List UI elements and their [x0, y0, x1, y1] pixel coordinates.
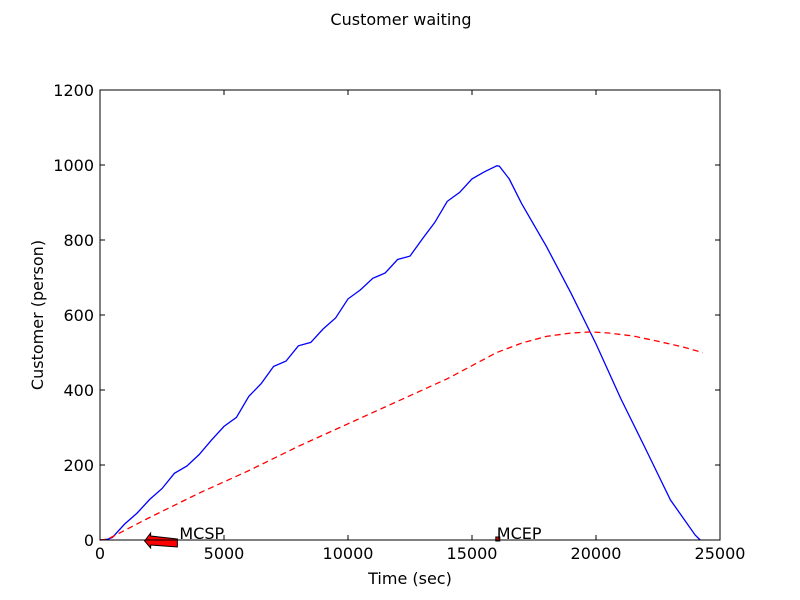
- x-tick-label: 10000: [323, 544, 374, 563]
- y-tick-label: 0: [84, 531, 94, 550]
- plot-frame: [99, 89, 721, 541]
- x-axis-label: Time (sec): [367, 569, 452, 588]
- x-tick-label: 20000: [571, 544, 622, 563]
- x-tick-label: 0: [95, 544, 105, 563]
- annotation-marker: [495, 536, 501, 542]
- y-tick-label: 200: [63, 456, 94, 475]
- chart-title: Customer waiting: [330, 10, 471, 29]
- series-line-dashed: [99, 331, 703, 541]
- annotation-label: MCEP: [497, 524, 542, 543]
- y-tick-label: 800: [63, 231, 94, 250]
- x-tick-label: 25000: [695, 544, 746, 563]
- y-tick-label: 400: [63, 381, 94, 400]
- x-tick-label: 5000: [204, 544, 245, 563]
- y-axis-label: Customer (person): [28, 240, 47, 390]
- annotation-label: MCSP: [179, 524, 224, 543]
- y-tick-label: 1200: [53, 81, 94, 100]
- y-tick-label: 600: [63, 306, 94, 325]
- x-tick-label: 15000: [447, 544, 498, 563]
- y-tick-label: 1000: [53, 156, 94, 175]
- series-line-solid: [99, 165, 701, 541]
- plot-area: MCSP MCEP 0 5000 10000 15000 20000 25000 0 200 40…: [53, 81, 745, 563]
